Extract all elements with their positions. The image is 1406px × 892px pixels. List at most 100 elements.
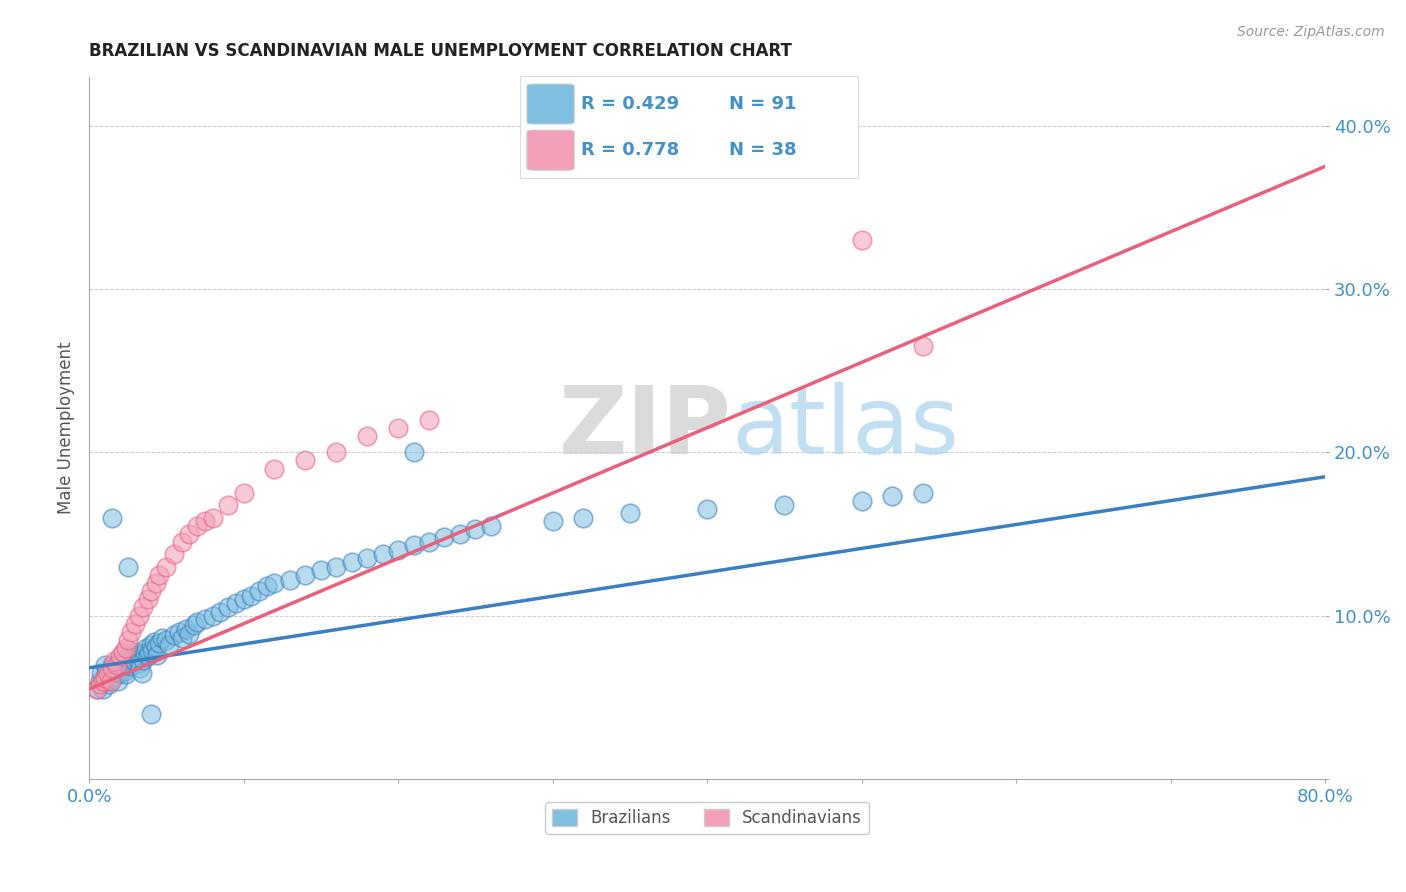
Y-axis label: Male Unemployment: Male Unemployment bbox=[58, 342, 75, 514]
Point bbox=[139, 638, 162, 652]
Point bbox=[163, 628, 186, 642]
Point bbox=[418, 535, 440, 549]
Point bbox=[773, 498, 796, 512]
Point bbox=[418, 412, 440, 426]
Point bbox=[101, 661, 124, 675]
Point bbox=[294, 453, 316, 467]
Point bbox=[114, 664, 136, 678]
Point bbox=[100, 671, 122, 685]
Point bbox=[183, 618, 205, 632]
Text: N = 38: N = 38 bbox=[730, 141, 797, 159]
Point bbox=[103, 654, 125, 668]
Point bbox=[97, 665, 120, 680]
Point bbox=[91, 682, 114, 697]
Point bbox=[371, 547, 394, 561]
Point bbox=[121, 653, 143, 667]
Point bbox=[170, 632, 193, 646]
Point bbox=[240, 589, 263, 603]
Point bbox=[93, 657, 115, 672]
Point bbox=[91, 673, 114, 688]
Point bbox=[89, 673, 111, 688]
Point bbox=[167, 624, 190, 639]
Point bbox=[294, 567, 316, 582]
Point bbox=[120, 659, 142, 673]
Point bbox=[851, 494, 873, 508]
Point bbox=[387, 543, 409, 558]
Point bbox=[186, 518, 208, 533]
Point bbox=[101, 510, 124, 524]
Point bbox=[101, 665, 124, 680]
Point bbox=[247, 584, 270, 599]
Point bbox=[124, 654, 146, 668]
Point bbox=[179, 626, 201, 640]
Point bbox=[139, 706, 162, 721]
Point bbox=[232, 592, 254, 607]
Point bbox=[851, 233, 873, 247]
Point bbox=[112, 644, 135, 658]
Point bbox=[86, 682, 108, 697]
Point bbox=[115, 641, 138, 656]
Point bbox=[136, 649, 159, 664]
Text: R = 0.778: R = 0.778 bbox=[581, 141, 679, 159]
Point bbox=[143, 634, 166, 648]
Point bbox=[117, 657, 139, 672]
Point bbox=[217, 498, 239, 512]
Point bbox=[148, 636, 170, 650]
Point bbox=[912, 339, 935, 353]
Point bbox=[100, 673, 122, 688]
Point bbox=[135, 641, 157, 656]
Point bbox=[108, 665, 131, 680]
Point bbox=[186, 615, 208, 629]
Point bbox=[108, 654, 131, 668]
Point bbox=[163, 547, 186, 561]
Point bbox=[117, 559, 139, 574]
Point bbox=[146, 648, 169, 662]
Point bbox=[98, 677, 121, 691]
FancyBboxPatch shape bbox=[527, 130, 574, 170]
Text: Source: ZipAtlas.com: Source: ZipAtlas.com bbox=[1237, 25, 1385, 39]
Point bbox=[433, 530, 456, 544]
Point bbox=[179, 527, 201, 541]
Point bbox=[209, 605, 232, 619]
Point bbox=[132, 653, 155, 667]
Point bbox=[541, 514, 564, 528]
Point bbox=[402, 445, 425, 459]
Point bbox=[120, 624, 142, 639]
Point bbox=[115, 667, 138, 681]
Point bbox=[103, 661, 125, 675]
Point bbox=[325, 559, 347, 574]
Point bbox=[696, 502, 718, 516]
Point bbox=[134, 646, 156, 660]
Point bbox=[139, 584, 162, 599]
Point bbox=[104, 669, 127, 683]
Text: ZIP: ZIP bbox=[560, 382, 731, 474]
Point bbox=[112, 661, 135, 675]
Point bbox=[356, 551, 378, 566]
Point bbox=[619, 506, 641, 520]
Point bbox=[201, 510, 224, 524]
Point bbox=[194, 612, 217, 626]
Legend: Brazilians, Scandinavians: Brazilians, Scandinavians bbox=[546, 802, 869, 834]
Point bbox=[138, 644, 160, 658]
Point bbox=[107, 673, 129, 688]
Point bbox=[128, 608, 150, 623]
Point bbox=[93, 671, 115, 685]
Point bbox=[340, 555, 363, 569]
Point bbox=[90, 665, 112, 680]
Point bbox=[309, 563, 332, 577]
Point bbox=[201, 608, 224, 623]
Point bbox=[148, 567, 170, 582]
Text: BRAZILIAN VS SCANDINAVIAN MALE UNEMPLOYMENT CORRELATION CHART: BRAZILIAN VS SCANDINAVIAN MALE UNEMPLOYM… bbox=[89, 42, 792, 60]
Point bbox=[464, 522, 486, 536]
Point bbox=[145, 575, 167, 590]
Point bbox=[479, 518, 502, 533]
Point bbox=[124, 644, 146, 658]
Point bbox=[263, 575, 285, 590]
Text: N = 91: N = 91 bbox=[730, 95, 797, 112]
Point bbox=[136, 592, 159, 607]
Point bbox=[157, 638, 180, 652]
Point bbox=[356, 429, 378, 443]
Point bbox=[117, 649, 139, 664]
Point bbox=[256, 579, 278, 593]
Point bbox=[194, 514, 217, 528]
